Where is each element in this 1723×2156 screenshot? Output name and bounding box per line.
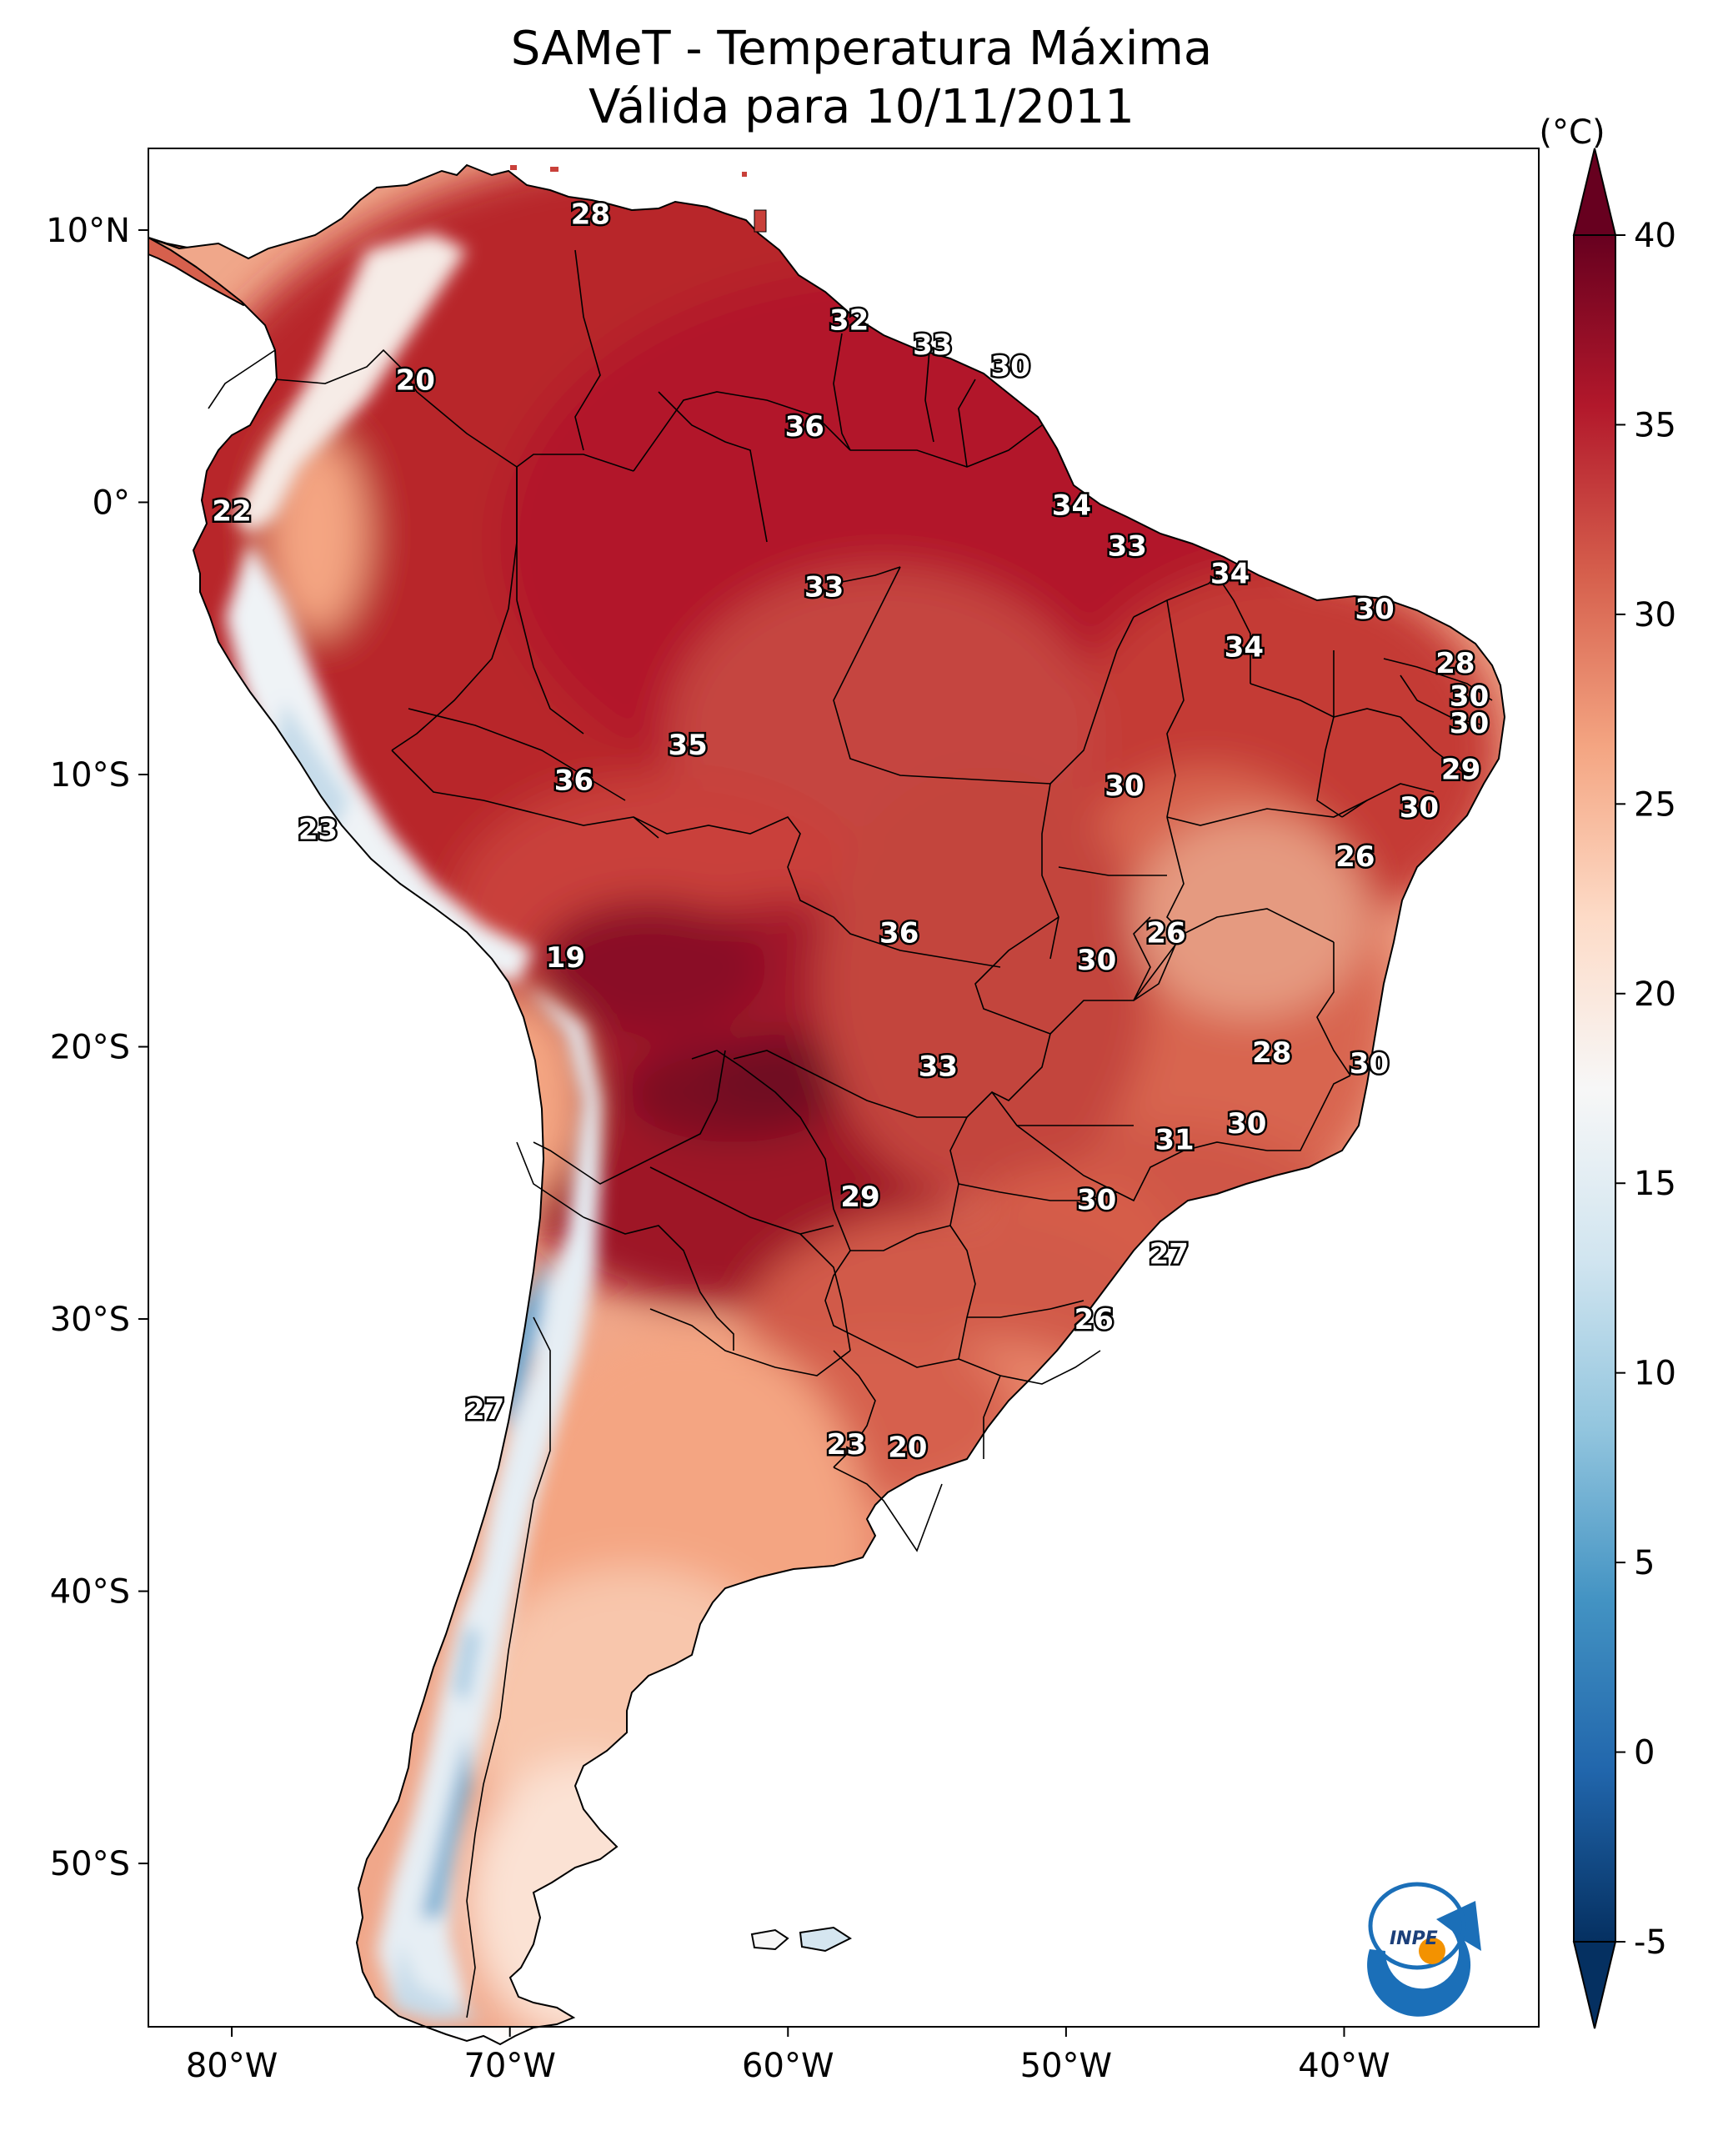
colorbar-ticks: 40 35 30 25 20 15 10 5 0 -5	[1615, 217, 1676, 1962]
lat-tick-label: 10°N	[46, 212, 130, 250]
falkland-islands	[750, 1926, 853, 1953]
contour-label: 30	[1350, 1047, 1389, 1081]
contour-label: 33	[919, 1050, 958, 1083]
colorbar: (°C) 40 35 30 25 20 15 10 5 0 -5	[1539, 113, 1676, 2029]
contour-label: 20	[888, 1431, 927, 1465]
contour-label: 33	[804, 571, 844, 604]
lon-tick-label: 70°W	[463, 2047, 555, 2085]
axis-ticks: 80°W 70°W 60°W 50°W 40°W 10°N 0° 10°S 20°S 30°S 40…	[46, 212, 1390, 2085]
lat-tick-label: 10°S	[50, 756, 130, 795]
contour-label: 26	[1146, 916, 1185, 950]
logo-ring	[1368, 1882, 1466, 1970]
lat-tick-label: 0°	[93, 484, 130, 522]
lat-tick-label: 40°S	[50, 1573, 130, 1612]
contour-label: 30	[1450, 679, 1489, 713]
logo-text: INPE	[1390, 1928, 1438, 1949]
logo-arrow	[1367, 1901, 1481, 2017]
lon-tick-label: 40°W	[1298, 2047, 1390, 2085]
lon-tick-label: 60°W	[742, 2047, 834, 2085]
lon-tick-label: 80°W	[186, 2047, 278, 2085]
map-title: SAMeT - Temperatura Máxima Válida para 1…	[0, 20, 1723, 137]
contour-label: 33	[1108, 530, 1147, 564]
colorbar-tick-label: 0	[1634, 1734, 1655, 1772]
contour-label: 36	[554, 765, 594, 798]
contour-label: 26	[1074, 1303, 1114, 1336]
contour-label: 26	[1335, 840, 1375, 874]
colorbar-tick-label: 5	[1634, 1544, 1655, 1582]
contour-label: 30	[1400, 791, 1439, 825]
lat-tick-label: 30°S	[50, 1301, 130, 1339]
title-line-2: Válida para 10/11/2011	[589, 80, 1134, 134]
colorbar-max-extend	[1572, 148, 1617, 236]
contour-label: 30	[1104, 770, 1144, 803]
contour-label: 30	[1450, 707, 1489, 740]
contour-label: 19	[546, 941, 585, 975]
colorbar-tick-label: 30	[1634, 596, 1676, 634]
contour-label: 34	[1210, 557, 1250, 590]
contour-label: 29	[1441, 753, 1480, 786]
lat-tick-label: 20°S	[50, 1029, 130, 1067]
contour-label: 23	[298, 813, 338, 846]
contour-label: 28	[571, 198, 610, 231]
colorbar-tick-label: 20	[1634, 975, 1676, 1014]
contour-label: 20	[396, 364, 435, 398]
contour-label: 23	[827, 1428, 866, 1462]
colorbar-tick-label: 40	[1634, 217, 1676, 255]
logo-dot	[1419, 1938, 1445, 1964]
contour-label: 36	[785, 410, 824, 444]
colorbar-tick-label: -5	[1634, 1923, 1667, 1962]
contour-label: 28	[1435, 647, 1475, 680]
contour-label: 30	[1077, 944, 1116, 977]
contour-label: 29	[840, 1181, 879, 1214]
contour-label: 33	[913, 328, 952, 362]
contour-label: 30	[1227, 1107, 1266, 1141]
colorbar-min-extend	[1572, 1941, 1617, 2029]
contour-label: 27	[1150, 1238, 1189, 1271]
contour-label: 31	[1155, 1124, 1194, 1157]
contour-label: 36	[879, 916, 919, 950]
contour-label: 34	[1225, 631, 1264, 664]
political-borders	[208, 249, 1493, 2018]
colorbar-tick-label: 10	[1634, 1355, 1676, 1393]
colorbar-bar	[1573, 234, 1616, 1943]
caribbean-islands	[510, 165, 767, 233]
lat-tick-label: 50°S	[50, 1845, 130, 1883]
contour-label: 30	[1077, 1183, 1116, 1216]
contour-label: 32	[829, 304, 869, 338]
contour-label: 28	[1252, 1036, 1291, 1070]
colorbar-unit: (°C)	[1539, 113, 1605, 152]
contour-label: 35	[669, 729, 708, 762]
inpe-logo: INPE	[1367, 1882, 1481, 2017]
axes-frame	[148, 148, 1540, 2028]
contour-label: 30	[990, 350, 1029, 384]
contour-label: 30	[1355, 593, 1395, 626]
colorbar-tick-label: 25	[1634, 785, 1676, 824]
colorbar-tick-label: 15	[1634, 1165, 1676, 1203]
contour-label: 22	[212, 494, 251, 528]
colorbar-tick-label: 35	[1634, 406, 1676, 444]
contour-label: 34	[1052, 489, 1091, 523]
contour-label: 27	[465, 1393, 504, 1426]
lon-tick-label: 50°W	[1020, 2047, 1112, 2085]
title-line-1: SAMeT - Temperatura Máxima	[510, 22, 1213, 76]
